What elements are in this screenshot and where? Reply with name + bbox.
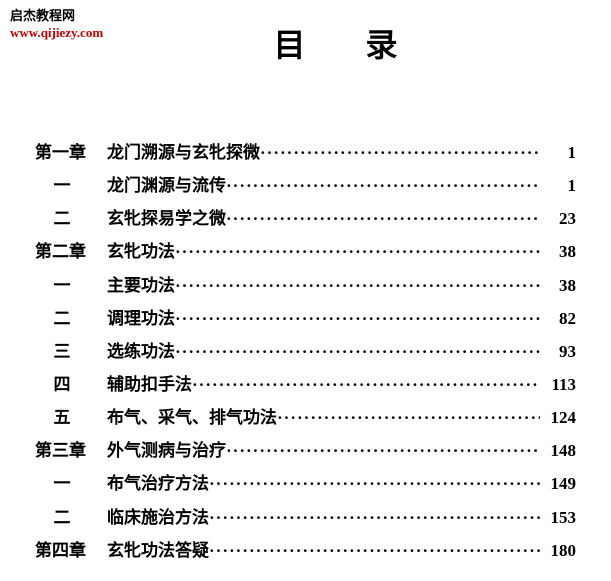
toc-dots: ········································… — [209, 501, 540, 534]
toc-row: 第四章玄牝功法答疑·······························… — [35, 534, 576, 567]
toc-entry-text: 临床施治方法 — [107, 501, 209, 534]
toc-page-number: 23 — [540, 202, 576, 235]
toc-page-number: 38 — [540, 269, 576, 302]
toc-entry-text: 玄牝功法 — [107, 235, 175, 268]
toc-page-number: 113 — [540, 368, 576, 401]
toc-dots: ········································… — [192, 368, 540, 401]
toc-page-number: 93 — [540, 335, 576, 368]
toc-row: 第二章玄牝功法·································… — [35, 235, 576, 268]
toc-row: 一布气治疗方法·································… — [35, 467, 576, 500]
toc-dots: ········································… — [226, 169, 540, 202]
toc-dots: ········································… — [209, 467, 540, 500]
toc-row: 一主要功法···································… — [35, 269, 576, 302]
toc-entry-text: 辅助扣手法 — [107, 368, 192, 401]
toc-section-label: 三 — [35, 335, 107, 368]
toc-entry-text: 龙门渊源与流传 — [107, 169, 226, 202]
toc-entry-text: 布气治疗方法 — [107, 467, 209, 500]
toc-dots: ········································… — [226, 202, 540, 235]
toc-dots: ········································… — [277, 401, 540, 434]
toc-row: 二玄牝探易学之微································… — [35, 202, 576, 235]
toc-entry-text: 玄牝探易学之微 — [107, 202, 226, 235]
toc-section-label: 一 — [35, 269, 107, 302]
toc-section-label: 一 — [35, 169, 107, 202]
toc-dots: ········································… — [260, 136, 540, 169]
toc-section-label: 二 — [35, 501, 107, 534]
toc-page-number: 148 — [540, 434, 576, 467]
toc-entry-text: 布气、采气、排气功法 — [107, 401, 277, 434]
watermark: 启杰教程网 www.qijiezy.com — [10, 8, 103, 42]
toc-dots: ········································… — [175, 269, 540, 302]
toc-row: 二临床施治方法·································… — [35, 501, 576, 534]
toc-row: 三选练功法···································… — [35, 335, 576, 368]
toc-entry-text: 调理功法 — [107, 302, 175, 335]
toc-chapter-label: 第二章 — [35, 235, 107, 268]
table-of-contents: 第一章龙门溯源与玄牝探微····························… — [35, 136, 576, 567]
toc-row: 一龙门渊源与流传································… — [35, 169, 576, 202]
toc-chapter-label: 第一章 — [35, 136, 107, 169]
toc-section-label: 一 — [35, 467, 107, 500]
toc-dots: ········································… — [209, 534, 540, 567]
toc-row: 第一章龙门溯源与玄牝探微····························… — [35, 136, 576, 169]
toc-page-number: 180 — [540, 534, 576, 567]
toc-entry-text: 主要功法 — [107, 269, 175, 302]
toc-dots: ········································… — [226, 434, 540, 467]
toc-section-label: 二 — [35, 202, 107, 235]
toc-dots: ········································… — [175, 302, 540, 335]
toc-page-number: 1 — [540, 169, 576, 202]
toc-section-label: 四 — [35, 368, 107, 401]
toc-page-number: 82 — [540, 302, 576, 335]
toc-row: 四辅助扣手法··································… — [35, 368, 576, 401]
toc-section-label: 五 — [35, 401, 107, 434]
toc-entry-text: 外气测病与治疗 — [107, 434, 226, 467]
watermark-line2: www.qijiezy.com — [10, 25, 103, 42]
toc-page-number: 38 — [540, 235, 576, 268]
watermark-line1: 启杰教程网 — [10, 8, 103, 25]
toc-entry-text: 选练功法 — [107, 335, 175, 368]
page-title: 目录 — [35, 20, 576, 66]
toc-dots: ········································… — [175, 335, 540, 368]
toc-row: 五布气、采气、排气功法·····························… — [35, 401, 576, 434]
toc-row: 二调理功法···································… — [35, 302, 576, 335]
toc-chapter-label: 第四章 — [35, 534, 107, 567]
toc-dots: ········································… — [175, 235, 540, 268]
toc-section-label: 二 — [35, 302, 107, 335]
toc-row: 第三章外气测病与治疗······························… — [35, 434, 576, 467]
toc-page-number: 149 — [540, 467, 576, 500]
toc-entry-text: 玄牝功法答疑 — [107, 534, 209, 567]
toc-entry-text: 龙门溯源与玄牝探微 — [107, 136, 260, 169]
toc-page-number: 153 — [540, 501, 576, 534]
toc-page-number: 124 — [540, 401, 576, 434]
toc-page-number: 1 — [540, 136, 576, 169]
toc-chapter-label: 第三章 — [35, 434, 107, 467]
